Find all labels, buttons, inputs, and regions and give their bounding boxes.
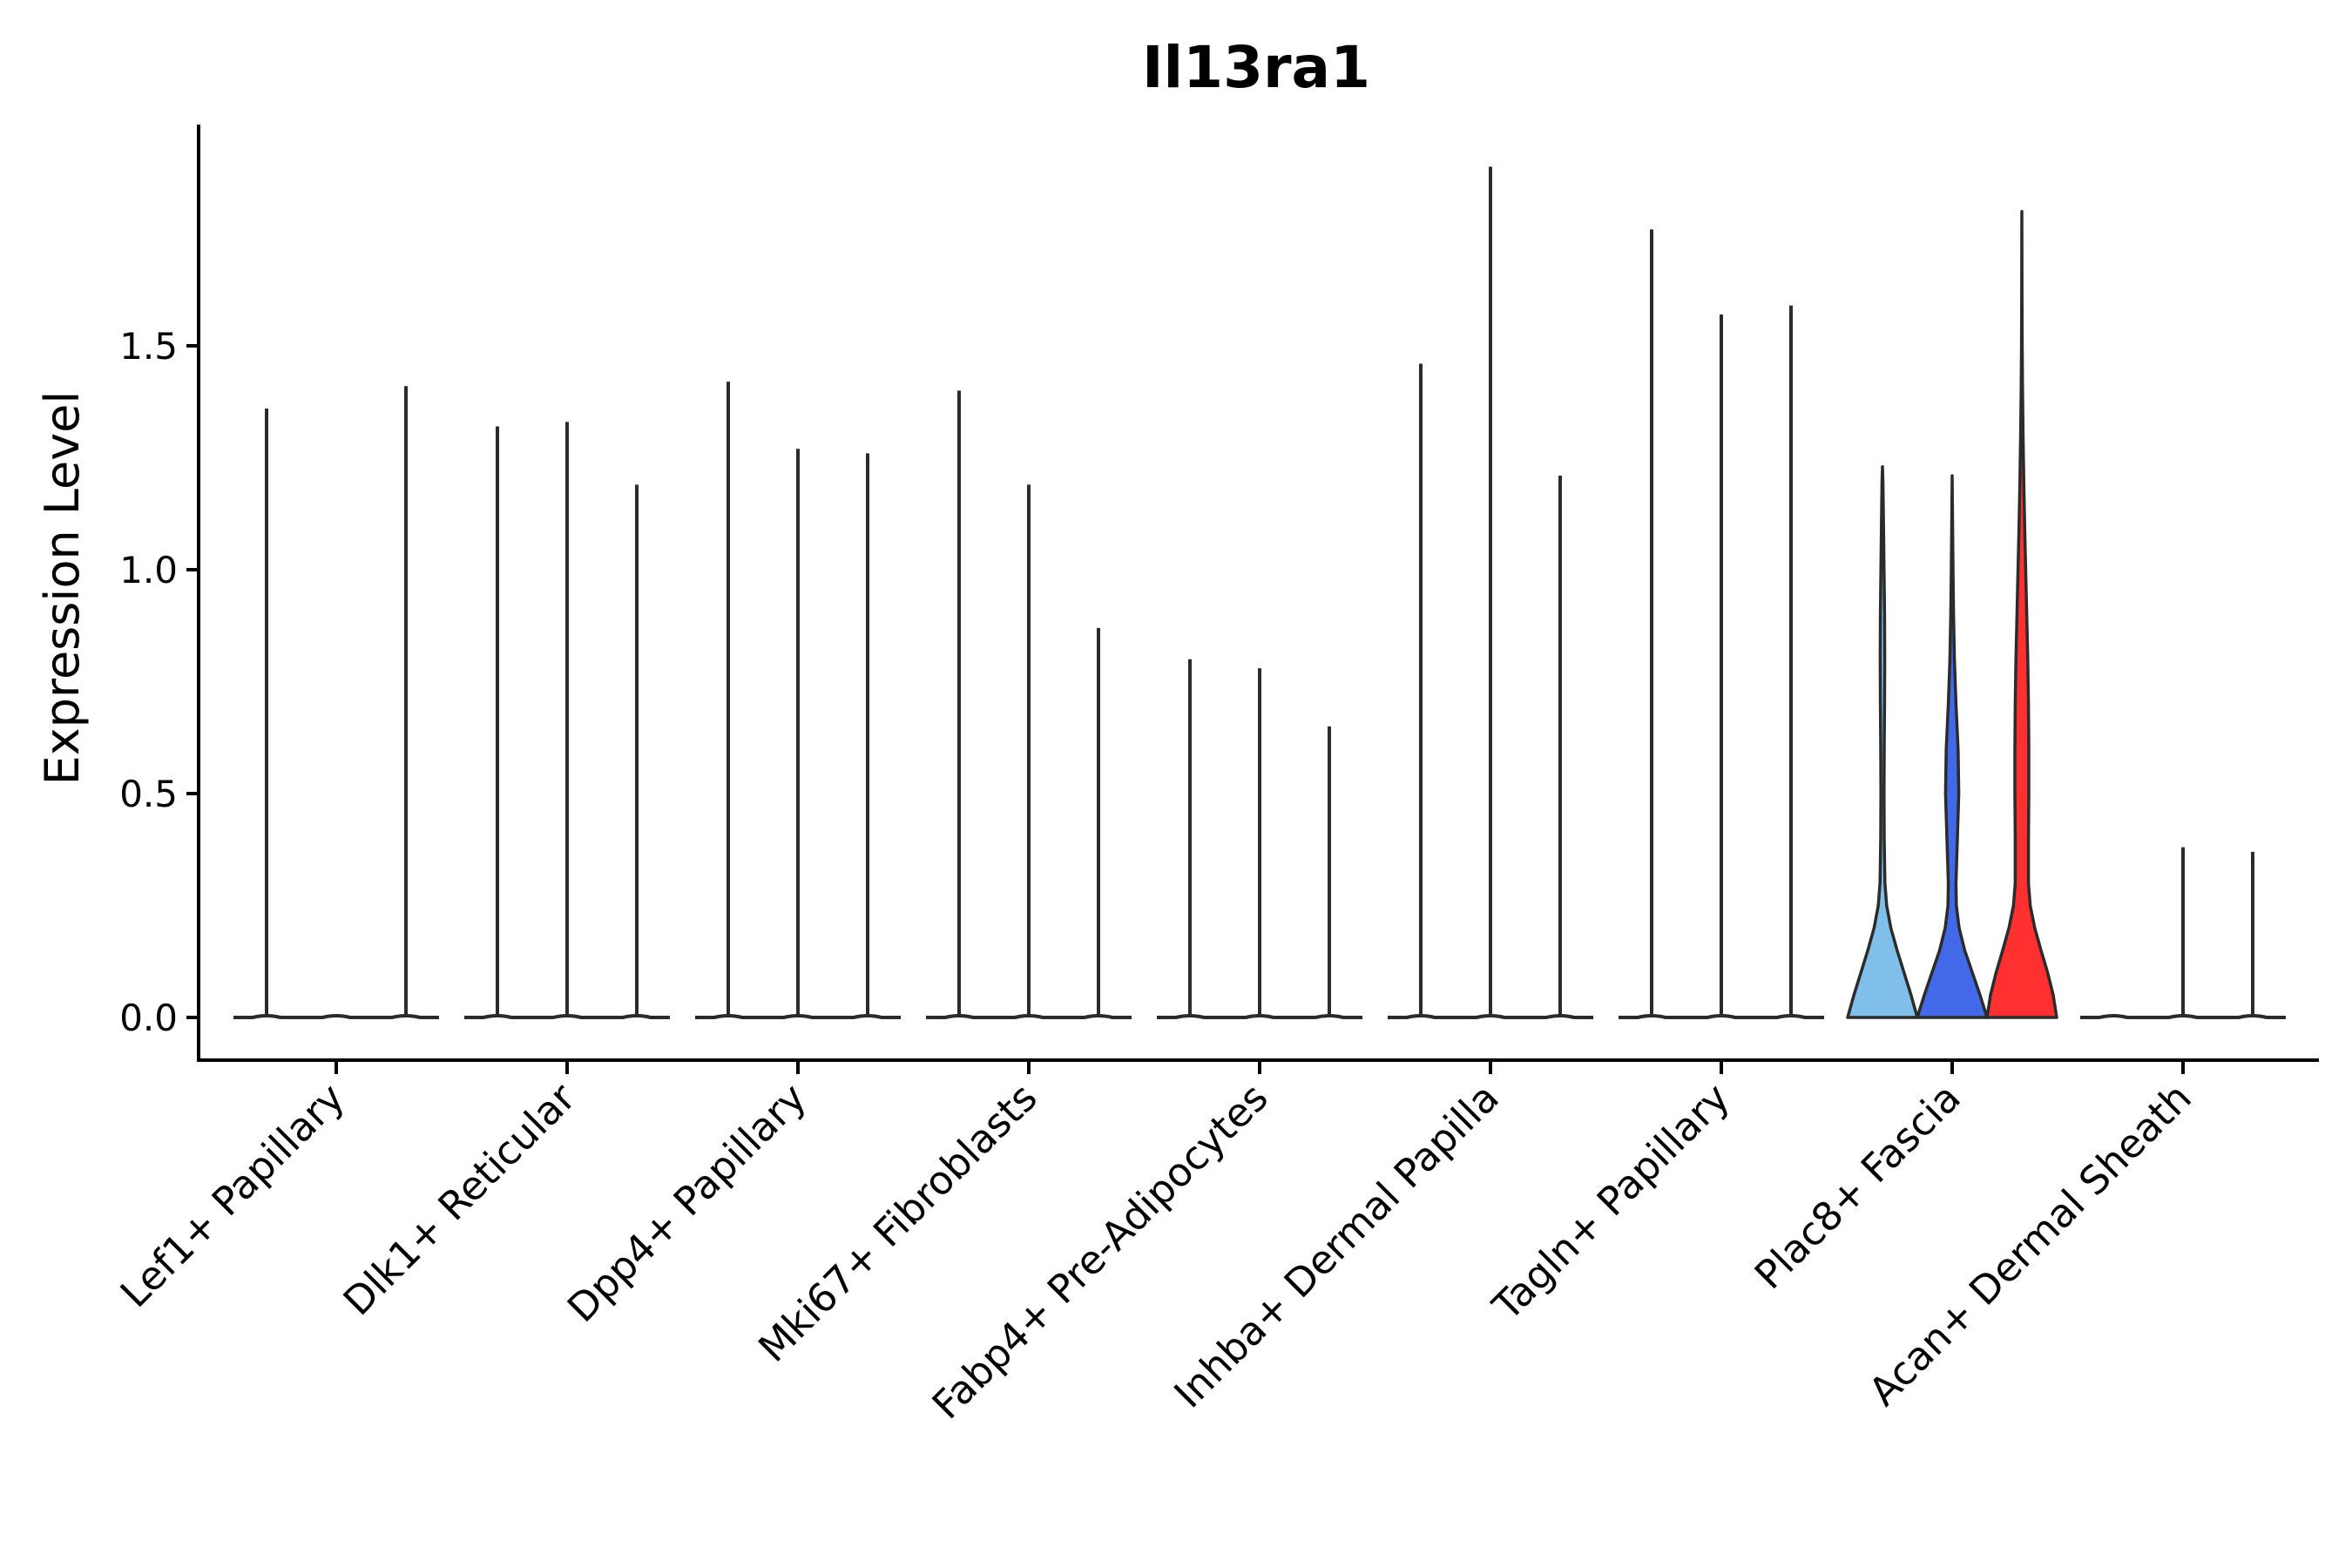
violin-shape (1916, 474, 1989, 1019)
y-tick-label: 1.0 (119, 549, 178, 591)
violin-base (233, 1014, 439, 1019)
y-tick-label: 1.5 (119, 325, 178, 368)
violin-shape (1846, 465, 1919, 1019)
y-tick-label: 0.0 (119, 997, 178, 1039)
category-label: Dpp4+ Papillary (558, 1074, 815, 1331)
chart-title: Il13ra1 (1142, 34, 1370, 101)
y-tick-label: 0.5 (119, 773, 178, 815)
category-label: Plac8+ Fascia (1746, 1074, 1970, 1298)
category-label: Tagln+ Papillary (1484, 1074, 1739, 1329)
y-axis-label: Expression Level (35, 391, 90, 786)
violin-shape (1985, 210, 2058, 1019)
category-label: Dlk1+ Reticular (335, 1074, 585, 1324)
category-label: Lef1+ Papillary (112, 1074, 354, 1316)
